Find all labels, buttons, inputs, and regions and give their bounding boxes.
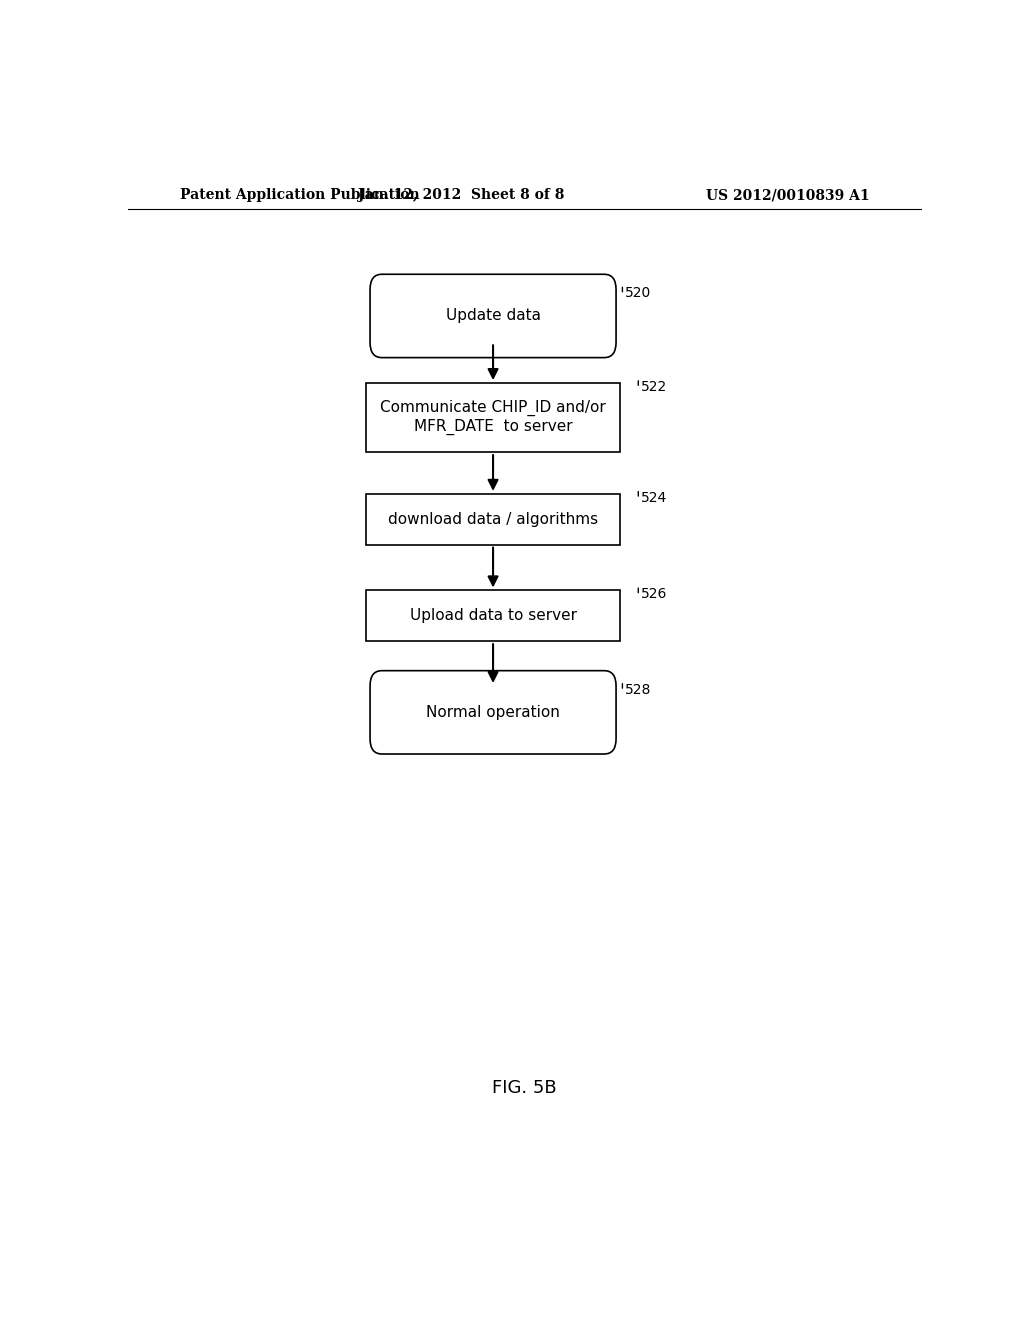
- Text: 520: 520: [625, 286, 651, 301]
- Text: Normal operation: Normal operation: [426, 705, 560, 719]
- Bar: [367, 590, 621, 642]
- Text: Communicate CHIP_ID and/or
MFR_DATE  to server: Communicate CHIP_ID and/or MFR_DATE to s…: [380, 400, 606, 436]
- FancyBboxPatch shape: [370, 275, 616, 358]
- Text: 526: 526: [641, 587, 667, 602]
- Bar: [367, 383, 621, 453]
- Text: download data / algorithms: download data / algorithms: [388, 512, 598, 527]
- Text: 524: 524: [641, 491, 667, 504]
- Text: US 2012/0010839 A1: US 2012/0010839 A1: [707, 189, 870, 202]
- Text: 522: 522: [641, 380, 667, 393]
- Text: 528: 528: [625, 682, 651, 697]
- Bar: [367, 494, 621, 545]
- Text: FIG. 5B: FIG. 5B: [493, 1080, 557, 1097]
- FancyBboxPatch shape: [370, 671, 616, 754]
- Text: Jan. 12, 2012  Sheet 8 of 8: Jan. 12, 2012 Sheet 8 of 8: [358, 189, 564, 202]
- Text: Patent Application Publication: Patent Application Publication: [179, 189, 419, 202]
- Text: Update data: Update data: [445, 309, 541, 323]
- Text: Upload data to server: Upload data to server: [410, 609, 577, 623]
